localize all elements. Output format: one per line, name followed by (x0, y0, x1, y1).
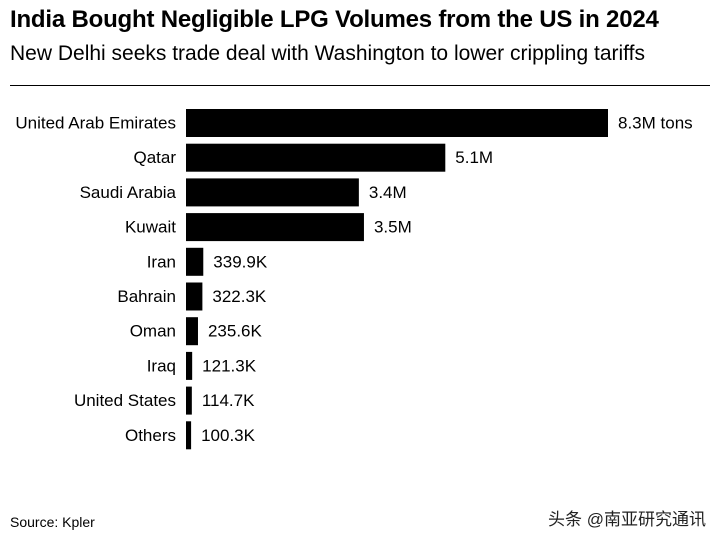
bar-oman (186, 317, 198, 346)
bar-united-states (186, 386, 192, 415)
bar-saudi-arabia (186, 178, 359, 207)
watermark: 头条 @南亚研究通讯 (548, 510, 706, 529)
bar-others (186, 421, 192, 450)
category-label-united-arab-emirates: United Arab Emirates (15, 114, 176, 133)
bar-chart: United Arab Emirates 8.3M tons Qatar 5.1M Sa… (15, 109, 693, 450)
bar-iraq (186, 351, 193, 380)
value-label-kuwait: 3.5M (374, 218, 412, 237)
category-label-iran: Iran (147, 252, 176, 271)
category-label-oman: Oman (130, 322, 176, 341)
value-label-saudi-arabia: 3.4M (369, 183, 407, 202)
category-label-iraq: Iraq (147, 356, 176, 375)
bar-kuwait (186, 213, 364, 242)
category-label-bahrain: Bahrain (117, 287, 176, 306)
bar-united-arab-emirates (186, 109, 608, 137)
bar-iran (186, 247, 204, 276)
category-label-kuwait: Kuwait (125, 218, 176, 237)
category-label-qatar: Qatar (133, 148, 176, 167)
source-note: Source: Kpler (10, 514, 95, 530)
value-label-qatar: 5.1M (455, 148, 493, 167)
category-label-others: Others (125, 426, 176, 445)
chart-title: India Bought Negligible LPG Volumes from… (10, 6, 659, 33)
chart-subtitle: New Delhi seeks trade deal with Washingt… (10, 42, 645, 65)
title-divider (10, 85, 710, 86)
value-label-united-arab-emirates: 8.3M tons (618, 114, 693, 133)
value-label-united-states: 114.7K (202, 391, 255, 410)
value-label-oman: 235.6K (208, 322, 263, 341)
bar-qatar (186, 143, 446, 172)
category-label-united-states: United States (74, 391, 176, 410)
value-label-iran: 339.9K (213, 252, 268, 271)
category-label-saudi-arabia: Saudi Arabia (80, 183, 177, 202)
bar-bahrain (186, 282, 203, 311)
value-label-others: 100.3K (201, 426, 256, 445)
value-label-bahrain: 322.3K (212, 287, 267, 306)
value-label-iraq: 121.3K (202, 356, 257, 375)
